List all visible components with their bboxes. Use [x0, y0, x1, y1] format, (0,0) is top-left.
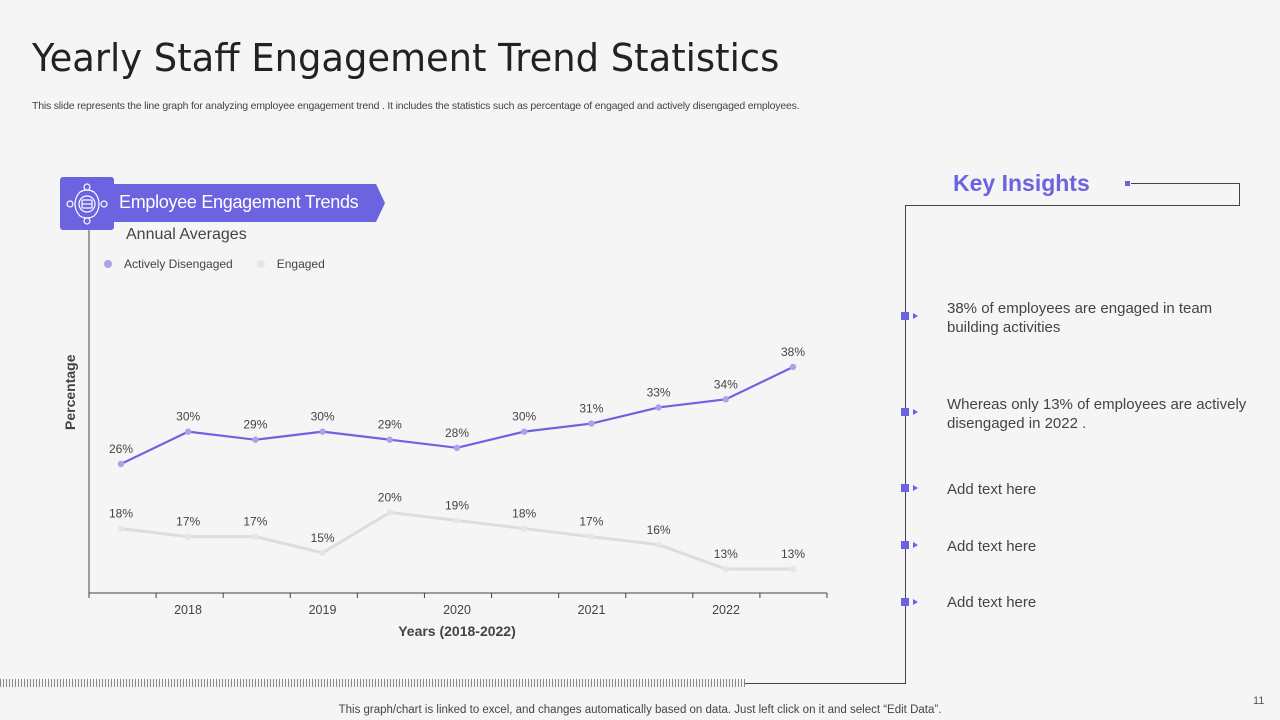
- data-label: 15%: [311, 531, 335, 545]
- data-point: [117, 460, 125, 468]
- data-point: [789, 565, 797, 573]
- data-label: 17%: [579, 515, 603, 529]
- decorative-stripe: [0, 679, 745, 687]
- data-label: 31%: [579, 402, 603, 416]
- data-point: [521, 525, 528, 532]
- data-point: [588, 420, 595, 427]
- data-point: [722, 396, 729, 403]
- x-axis-label: Years (2018-2022): [398, 623, 516, 639]
- bullet-arrow-icon: [913, 542, 918, 548]
- slide-title: Yearly Staff Engagement Trend Statistics: [32, 36, 780, 80]
- x-tick-label: 2021: [578, 603, 606, 617]
- legend-swatch-disengaged: [104, 260, 112, 268]
- data-label: 18%: [109, 507, 133, 521]
- data-label: 34%: [714, 377, 738, 391]
- bullet-marker-icon: [901, 541, 909, 549]
- data-point: [722, 565, 729, 573]
- team-meeting-icon: [60, 177, 114, 230]
- chart-legend: Actively Disengaged Engaged: [104, 257, 349, 271]
- key-insights-title: Key Insights: [953, 170, 1090, 196]
- divider: [905, 205, 906, 684]
- data-point: [588, 533, 595, 540]
- data-point: [185, 533, 192, 540]
- insight-item: Add text here: [947, 594, 1037, 611]
- data-label: 30%: [311, 410, 335, 424]
- chart-title: Annual Averages: [126, 226, 247, 243]
- data-label: 16%: [647, 523, 671, 537]
- bullet-marker-icon: [901, 484, 909, 492]
- data-label: 18%: [512, 507, 536, 521]
- x-tick-label: 2020: [443, 603, 471, 617]
- data-point: [117, 525, 125, 532]
- bullet-marker-icon: [901, 408, 909, 416]
- data-point: [319, 428, 326, 435]
- legend-swatch-engaged: [256, 260, 265, 268]
- bullet-marker-icon: [901, 598, 909, 606]
- data-label: 29%: [378, 418, 402, 432]
- data-label: 13%: [714, 547, 738, 561]
- data-label: 13%: [781, 547, 805, 561]
- bullet-arrow-icon: [913, 599, 918, 605]
- insight-item: Add text here: [947, 538, 1037, 555]
- data-label: 28%: [445, 426, 469, 440]
- x-tick-label: 2022: [712, 603, 740, 617]
- data-label: 30%: [512, 410, 536, 424]
- data-point: [453, 444, 461, 451]
- footer-note: This graph/chart is linked to excel, and…: [338, 704, 942, 716]
- banner-label: Employee Engagement Trends: [119, 192, 359, 212]
- divider: [1239, 183, 1240, 205]
- data-point: [655, 541, 662, 548]
- data-point: [789, 363, 797, 371]
- legend-label-disengaged: Actively Disengaged: [124, 257, 233, 271]
- slide-subtitle: This slide represents the line graph for…: [32, 100, 800, 112]
- legend-item-engaged: Engaged: [256, 257, 325, 271]
- data-label: 17%: [243, 515, 267, 529]
- bullet-arrow-icon: [913, 485, 918, 491]
- data-point: [453, 517, 461, 524]
- data-label: 17%: [176, 515, 200, 529]
- data-label: 19%: [445, 499, 469, 513]
- data-point: [655, 404, 662, 411]
- data-label: 30%: [176, 410, 200, 424]
- x-tick-label: 2018: [174, 603, 202, 617]
- data-point: [386, 436, 393, 443]
- legend-label-engaged: Engaged: [276, 257, 325, 271]
- data-label: 26%: [109, 442, 133, 456]
- data-point: [252, 436, 259, 443]
- divider: [905, 205, 1240, 206]
- insight-item: Whereas only 13% of employees are active…: [947, 396, 1247, 432]
- bullet-arrow-icon: [913, 313, 918, 319]
- x-tick-label: 2019: [309, 603, 337, 617]
- data-point: [521, 428, 528, 435]
- key-insights-title-marker: [1125, 181, 1130, 186]
- divider: [745, 683, 906, 684]
- data-label: 20%: [378, 490, 402, 504]
- bullet-arrow-icon: [913, 409, 918, 415]
- data-point: [386, 509, 393, 516]
- insight-item: Add text here: [947, 481, 1037, 498]
- data-point: [185, 428, 192, 435]
- chart-title-banner: Employee Engagement Trends: [114, 184, 385, 222]
- data-point: [319, 549, 326, 557]
- data-label: 38%: [781, 345, 805, 359]
- data-label: 29%: [243, 418, 267, 432]
- insight-item: 38% of employees are engaged in team bui…: [947, 300, 1213, 336]
- page-number: 11: [1253, 695, 1265, 707]
- data-label: 33%: [647, 385, 671, 399]
- legend-item-disengaged: Actively Disengaged: [104, 257, 233, 271]
- bullet-marker-icon: [901, 312, 909, 320]
- data-point: [252, 533, 259, 540]
- divider: [1131, 183, 1240, 184]
